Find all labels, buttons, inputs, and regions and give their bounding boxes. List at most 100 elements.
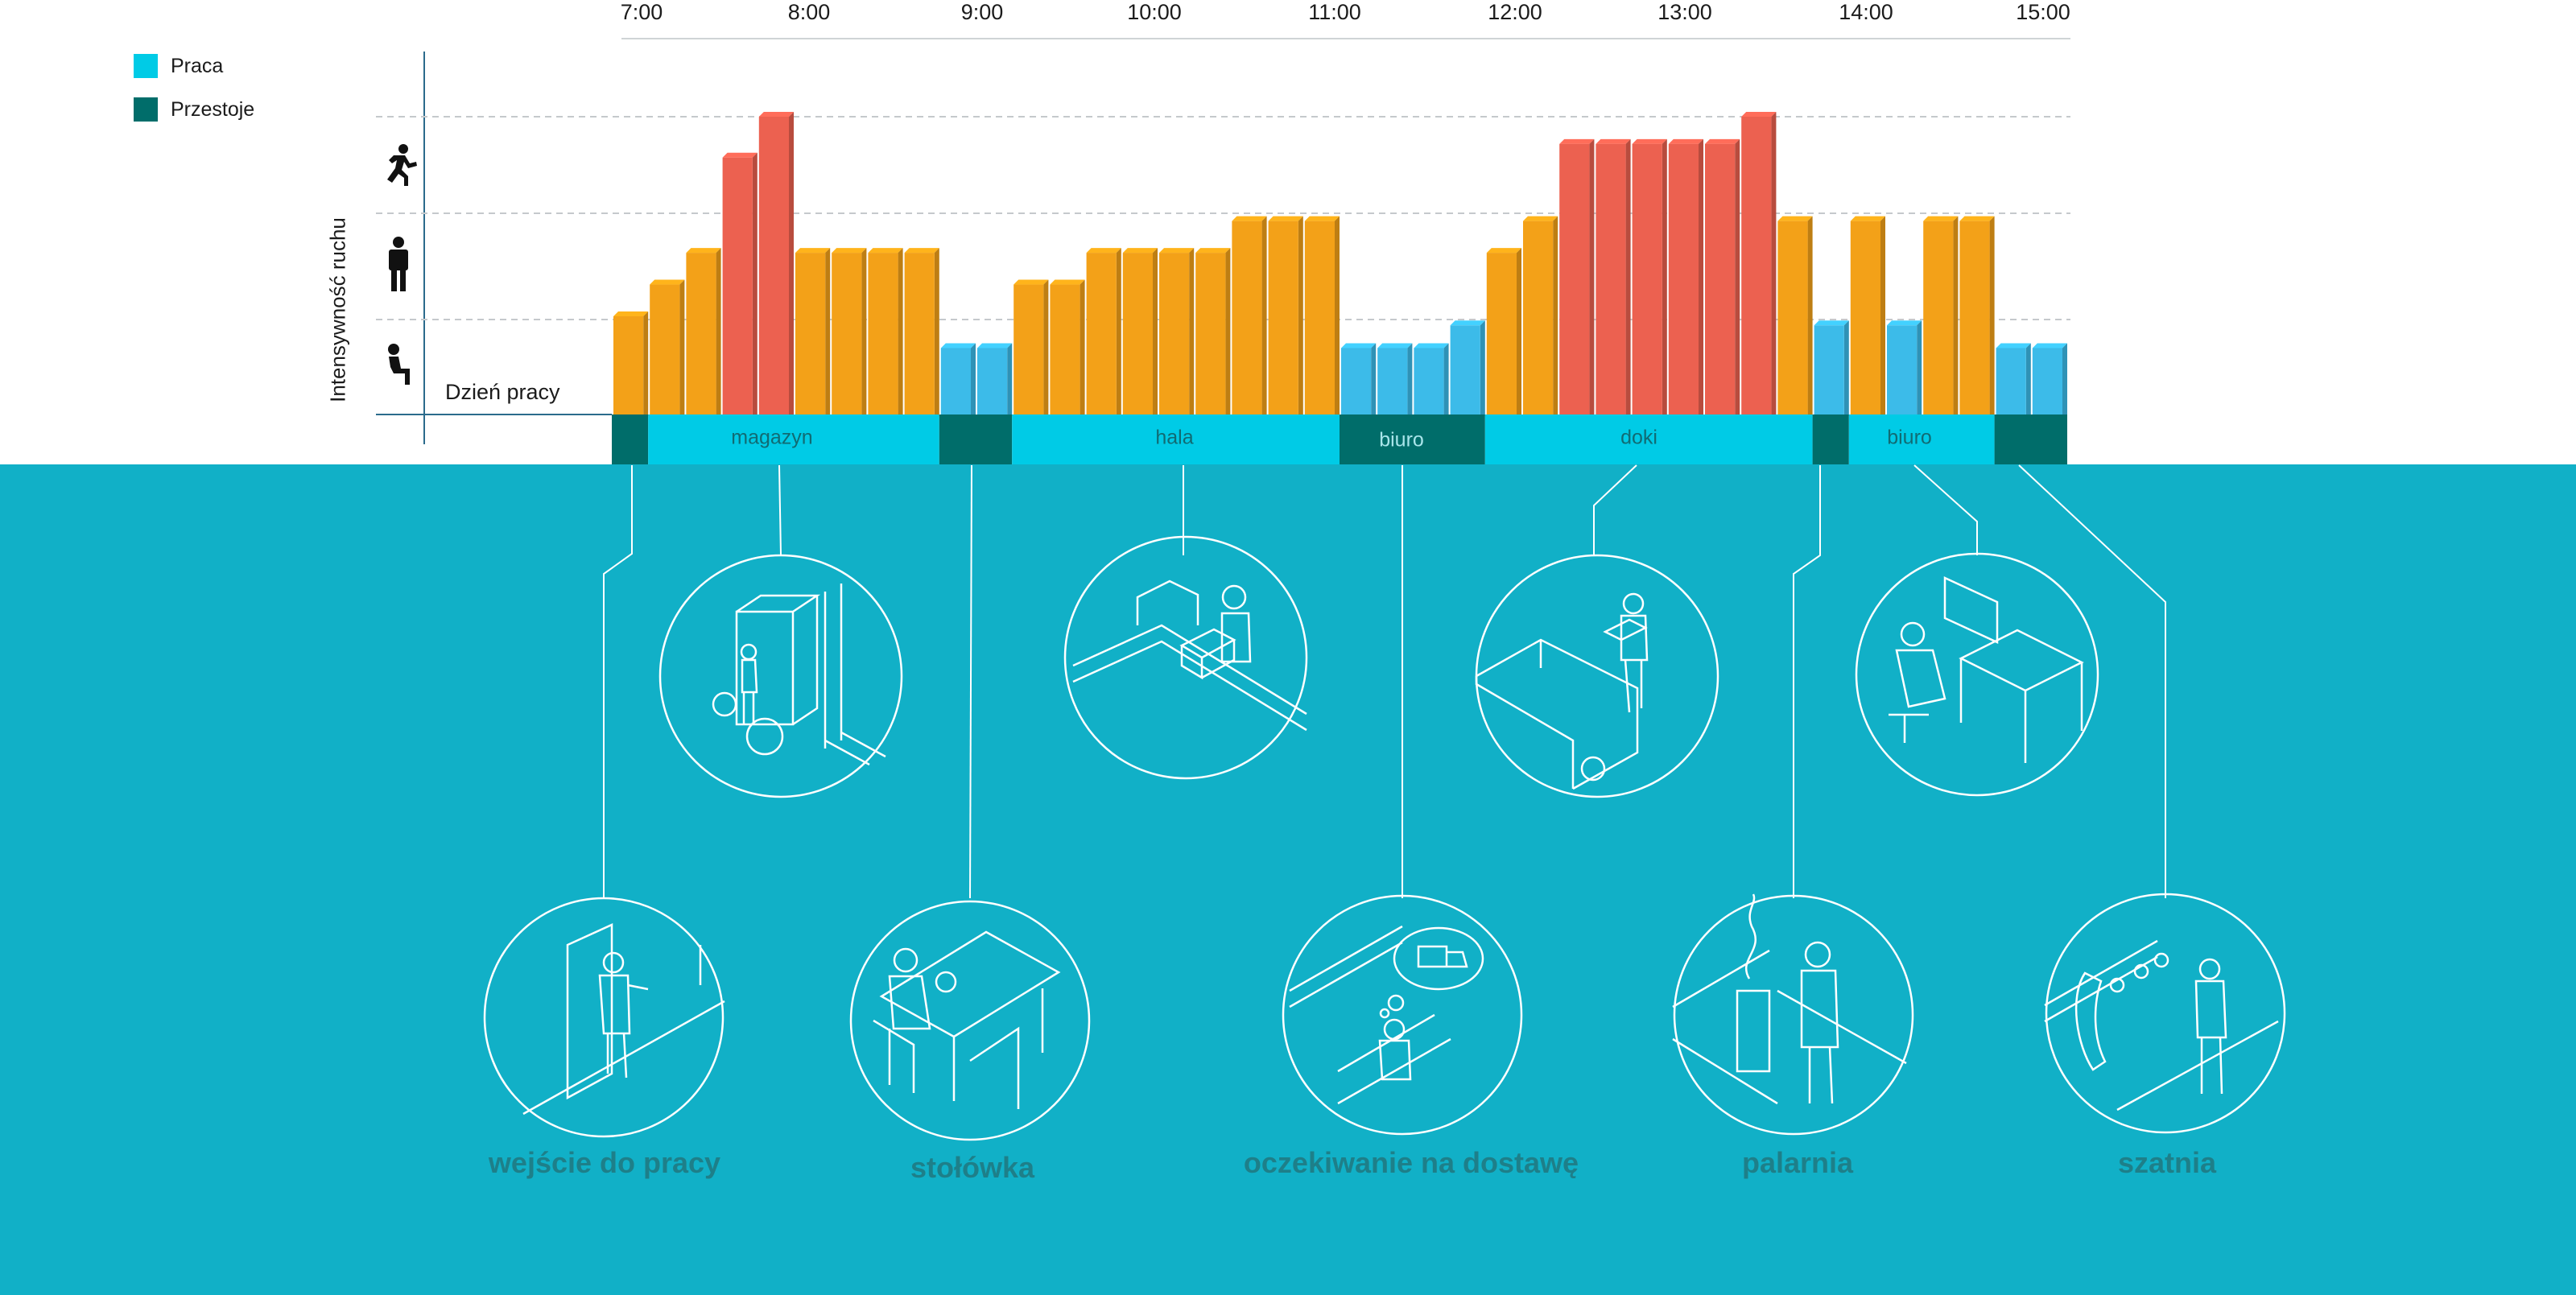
bar-28 (1632, 138, 1667, 416)
place-label-smoking: palarnia (1741, 1146, 1854, 1179)
bar-top (1668, 138, 1703, 144)
zone-label-doki: doki (1620, 426, 1657, 449)
bar-side (934, 248, 939, 416)
bar-top (1050, 279, 1085, 285)
bar-top (722, 152, 758, 158)
bar-face (1632, 143, 1662, 416)
bar-side (1699, 138, 1703, 416)
bar-top (832, 248, 867, 254)
bar-7 (868, 248, 903, 416)
zone-label-magazyn: magazyn (731, 426, 813, 449)
bar-top (1814, 320, 1849, 326)
bar-16 (1195, 248, 1231, 416)
hour-tick: 12:00 (1488, 0, 1542, 24)
bar-face (1195, 253, 1226, 416)
legend-label: Przestoje (171, 97, 255, 121)
bar-top (1632, 138, 1667, 144)
bar-top (868, 248, 903, 254)
bar-face (1668, 143, 1699, 416)
hour-tick: 7:00 (620, 0, 663, 24)
bar-face (1814, 325, 1844, 416)
bar-side (1625, 138, 1631, 416)
bar-face (1596, 143, 1626, 416)
bar-top (1559, 138, 1595, 144)
locker-room-scene-icon (2044, 893, 2286, 1134)
zone-band-1 (648, 414, 939, 464)
zones-group (612, 414, 2067, 464)
bar-top (1013, 279, 1049, 285)
zone-band-8 (1994, 414, 2067, 464)
bar-face (2032, 348, 2062, 416)
bar-face (1559, 143, 1590, 416)
legend-item-idle: Przestoje (134, 93, 254, 126)
bar-top (1450, 320, 1485, 326)
bar-top (940, 343, 976, 348)
bar-top (758, 112, 794, 117)
bar-26 (1559, 138, 1595, 416)
place-label-waiting: oczekiwanie na dostawę (1243, 1146, 1579, 1179)
bar-10 (977, 343, 1013, 416)
bars-group (613, 112, 2067, 416)
bar-top (1122, 248, 1158, 254)
bar-side (1335, 216, 1340, 416)
bar-side (2025, 343, 2031, 416)
connector-lockers (2018, 464, 2166, 898)
connector-smoking (1793, 465, 1821, 898)
zone-label-biuro: biuro (1379, 428, 1424, 452)
bar-top (1596, 138, 1631, 144)
bar-1 (650, 279, 685, 416)
bar-30 (1705, 138, 1740, 416)
connector-forklift (778, 464, 782, 556)
legend-swatch (134, 97, 158, 122)
places-panel (0, 464, 2576, 1295)
bar-top (1741, 112, 1777, 117)
bar-3 (722, 152, 758, 416)
hour-tick: 8:00 (787, 0, 831, 24)
bar-13 (1086, 248, 1121, 416)
hour-tick: 13:00 (1657, 0, 1712, 24)
zone-band-4 (1340, 414, 1485, 464)
bar-side (1553, 216, 1558, 416)
smoking-area-scene-icon (1672, 893, 1914, 1136)
bar-side (1298, 216, 1303, 416)
bar-face (686, 253, 716, 416)
bar-31 (1741, 112, 1777, 416)
bar-side (1662, 138, 1667, 416)
bar-side (1807, 216, 1813, 416)
running-icon (387, 144, 417, 186)
bar-top (686, 248, 721, 254)
bar-22 (1414, 343, 1449, 416)
bar-top (1377, 343, 1413, 348)
hour-tick: 10:00 (1127, 0, 1182, 24)
bar-side (898, 248, 903, 416)
bar-9 (940, 343, 976, 416)
hour-tick: 14:00 (1839, 0, 1893, 24)
zone-band-3 (1012, 414, 1340, 464)
bar-face (1341, 348, 1372, 416)
bar-top (650, 279, 685, 285)
bar-side (1116, 248, 1121, 416)
bar-side (1917, 320, 1922, 416)
bar-4 (758, 112, 794, 416)
zone-label-hala: hala (1155, 426, 1194, 449)
legend-label: Praca (171, 54, 224, 77)
connector-lines (603, 464, 2166, 899)
bar-side (1407, 343, 1413, 416)
bar-face (1159, 253, 1190, 416)
bar-0 (613, 311, 649, 416)
waiting-scene-icon (1282, 894, 1523, 1136)
connector-office (1913, 464, 1978, 555)
bar-8 (904, 248, 939, 416)
legend: Praca Przestoje (134, 50, 254, 137)
bar-top (1268, 216, 1303, 221)
bar-top (795, 248, 831, 254)
bar-face (940, 348, 971, 416)
bar-top (904, 248, 939, 254)
bar-face (795, 253, 826, 416)
bar-top (977, 343, 1013, 348)
bar-face (1777, 221, 1808, 416)
bar-side (825, 248, 831, 416)
zone-band-6 (1812, 414, 1849, 464)
bar-face (1122, 253, 1153, 416)
bar-6 (832, 248, 867, 416)
